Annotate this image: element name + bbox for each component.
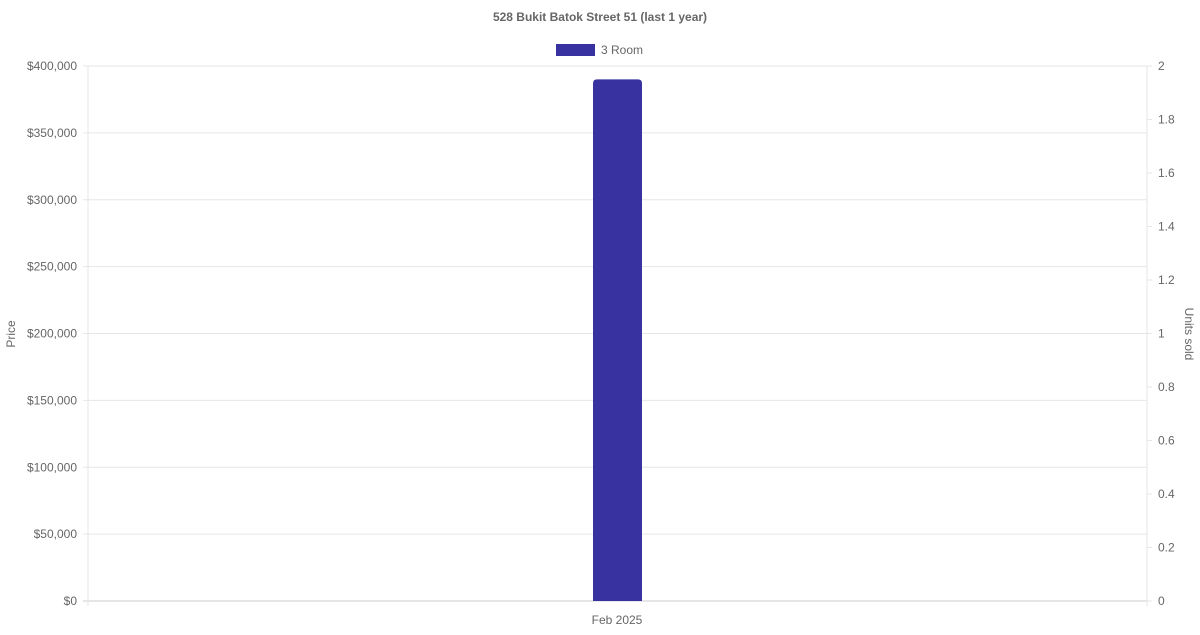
y-tick-label: $300,000 xyxy=(27,193,77,207)
y-tick-label: $100,000 xyxy=(27,460,77,474)
y2-tick-label: 1.4 xyxy=(1158,220,1175,234)
y2-tick-label: 1 xyxy=(1158,327,1165,341)
y-tick-label: $200,000 xyxy=(27,327,77,341)
chart-title: 528 Bukit Batok Street 51 (last 1 year) xyxy=(493,10,707,24)
legend[interactable]: 3 Room xyxy=(556,43,643,57)
y2-tick-label: 2 xyxy=(1158,59,1165,73)
y2-tick-label: 1.2 xyxy=(1158,273,1175,287)
bar[interactable] xyxy=(593,79,642,601)
x-tick-label: Feb 2025 xyxy=(592,613,643,627)
y2-tick-label: 0.2 xyxy=(1158,541,1175,555)
y-axis-label: Price xyxy=(4,320,18,348)
legend-swatch xyxy=(556,44,595,56)
y2-axis-label: Units sold xyxy=(1182,308,1196,361)
y-tick-label: $400,000 xyxy=(27,59,77,73)
y-tick-label: $50,000 xyxy=(34,527,78,541)
y2-tick-label: 0.6 xyxy=(1158,434,1175,448)
y2-tick-label: 1.8 xyxy=(1158,113,1175,127)
y2-tick-label: 0.4 xyxy=(1158,487,1175,501)
y-tick-label: $150,000 xyxy=(27,393,77,407)
y-tick-label: $350,000 xyxy=(27,126,77,140)
y2-tick-label: 1.6 xyxy=(1158,166,1175,180)
y2-tick-label: 0.8 xyxy=(1158,380,1175,394)
y-tick-label: $0 xyxy=(64,594,78,608)
y-tick-label: $250,000 xyxy=(27,260,77,274)
y2-tick-label: 0 xyxy=(1158,594,1165,608)
legend-label: 3 Room xyxy=(601,43,643,57)
